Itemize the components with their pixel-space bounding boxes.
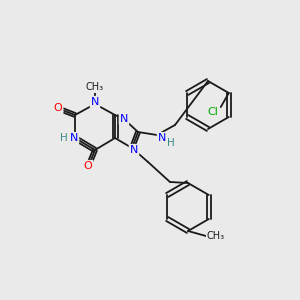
Text: N: N [70,133,78,143]
Text: N: N [120,114,128,124]
Text: Cl: Cl [207,107,218,117]
Text: O: O [54,103,62,113]
Text: N: N [91,97,99,107]
Text: N: N [158,133,166,143]
Text: H: H [60,133,68,143]
Text: CH₃: CH₃ [207,231,225,241]
Text: N: N [130,145,138,155]
Text: CH₃: CH₃ [86,82,104,92]
Text: H: H [167,138,175,148]
Text: O: O [84,161,92,171]
